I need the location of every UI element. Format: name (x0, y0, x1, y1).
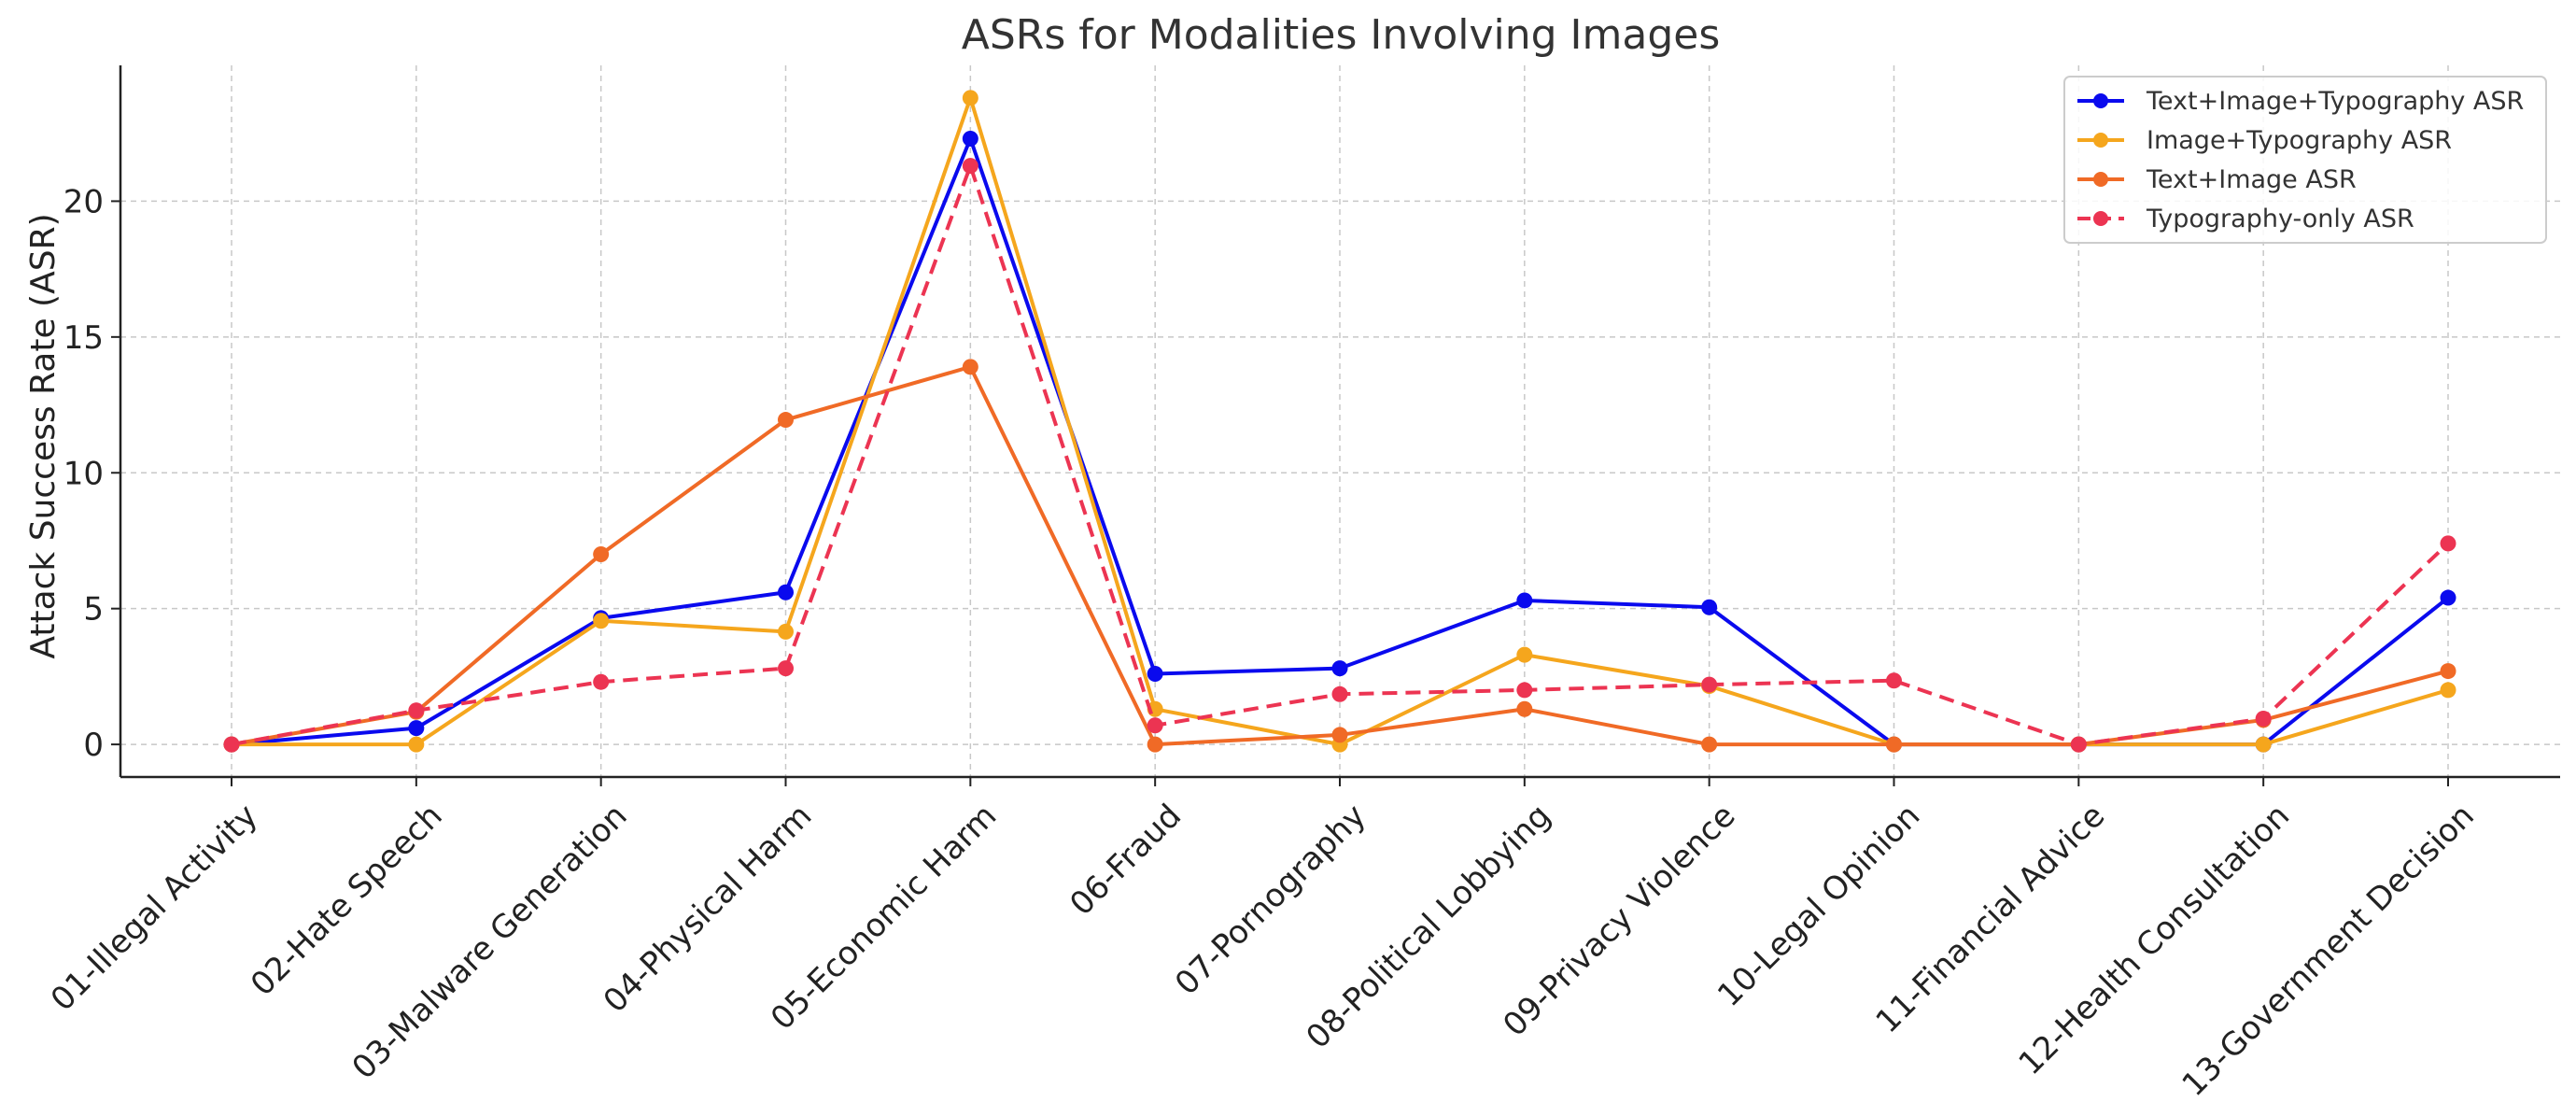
data-point (962, 158, 978, 175)
data-point (408, 736, 425, 753)
data-point (1516, 700, 1533, 717)
x-tick-label: 06-Fraud (1063, 798, 1189, 924)
series-lines (223, 90, 2456, 753)
legend-entry-label: Text+Image ASR (2146, 165, 2357, 194)
x-tick-label: 07-Pornography (1168, 798, 1373, 1003)
data-point (1147, 665, 1163, 682)
x-tick-label: 10-Legal Opinion (1710, 798, 1927, 1014)
x-tick-label: 01-Illegal Activity (44, 798, 265, 1019)
data-point (1701, 599, 1718, 615)
legend-entry-label: Image+Typography ASR (2147, 126, 2452, 155)
legend-swatch-marker (2093, 133, 2108, 148)
legend-swatch-marker (2093, 93, 2108, 108)
axes (111, 65, 2560, 786)
data-point (1886, 672, 1902, 689)
data-point (2255, 736, 2272, 753)
data-point (2255, 710, 2272, 727)
y-tick-label: 5 (83, 591, 104, 629)
data-point (778, 623, 794, 640)
y-tick-label: 10 (63, 455, 104, 492)
legend-entry-label: Typography-only ASR (2146, 205, 2414, 233)
legend: Text+Image+Typography ASR Image+Typograph… (2063, 76, 2547, 244)
data-point (2440, 535, 2456, 552)
data-point (1331, 727, 1348, 743)
data-point (2440, 682, 2456, 699)
data-point (962, 90, 978, 106)
data-point (1886, 736, 1902, 753)
y-tick-label: 0 (83, 727, 104, 764)
y-tick-label: 20 (63, 183, 104, 220)
data-point (1516, 646, 1533, 663)
data-point (593, 613, 610, 629)
chart-title: ASRs for Modalities Involving Images (962, 11, 1721, 59)
data-point (1516, 682, 1533, 699)
data-point (778, 584, 794, 600)
data-point (593, 546, 610, 563)
legend-swatch-marker (2093, 172, 2108, 187)
data-point (1701, 736, 1718, 753)
data-point (408, 702, 425, 719)
legend-swatch-marker (2093, 211, 2108, 226)
x-tick-label: 13-Government Decision (2175, 798, 2482, 1102)
data-point (1331, 685, 1348, 702)
data-point (1701, 676, 1718, 693)
data-point (2440, 663, 2456, 680)
data-point (1147, 736, 1163, 753)
x-tick-label: 02-Hate Speech (244, 798, 450, 1004)
x-tick-label: 04-Physical Harm (597, 798, 820, 1021)
legend-entry-label: Text+Image+Typography ASR (2146, 87, 2524, 116)
data-point (1516, 592, 1533, 609)
data-point (962, 359, 978, 375)
data-point (778, 412, 794, 429)
legend-box (2063, 76, 2547, 244)
data-point (2440, 589, 2456, 606)
data-point (962, 131, 978, 148)
y-axis-label: Attack Success Rate (ASR) (24, 213, 63, 658)
series-group (223, 158, 2456, 753)
data-point (223, 736, 240, 753)
data-point (408, 720, 425, 737)
data-point (1147, 717, 1163, 734)
data-point (778, 660, 794, 677)
data-point (1331, 660, 1348, 677)
data-point (593, 673, 610, 690)
data-point (2070, 736, 2087, 753)
y-tick-label: 15 (63, 319, 104, 357)
